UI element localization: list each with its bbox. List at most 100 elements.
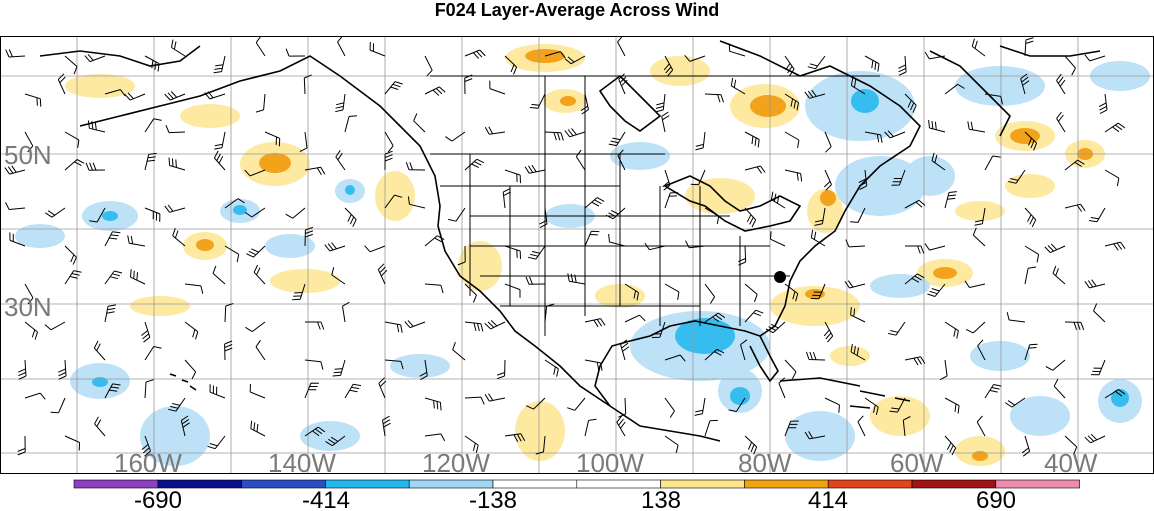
wind-barb — [765, 321, 786, 334]
wind-barb — [304, 426, 326, 437]
wind-barb — [87, 120, 106, 133]
wind-barb — [304, 359, 324, 370]
wind-barb — [224, 245, 240, 263]
wind-barb — [1089, 207, 1106, 223]
wind-barb — [1024, 131, 1038, 151]
wind-barb — [245, 321, 266, 333]
lon-label: 80W — [738, 448, 792, 474]
wind-barb — [704, 93, 724, 103]
wind-barb — [424, 86, 446, 96]
wind-barb — [484, 126, 506, 135]
wind-barb — [744, 309, 764, 323]
wind-barb — [804, 431, 826, 440]
wind-barb — [419, 359, 428, 381]
wind-barb — [575, 149, 586, 171]
map-title: F024 Layer-Average Across Wind — [434, 0, 720, 20]
wind-barb — [651, 321, 666, 338]
wind-barb — [141, 435, 151, 457]
wind-barb — [502, 188, 511, 209]
wind-barb — [85, 162, 106, 171]
wind-barb — [784, 131, 800, 148]
wind-barb — [695, 131, 706, 151]
wind-barb — [620, 339, 630, 361]
wind-barb — [965, 321, 986, 334]
wind-barb — [618, 73, 628, 95]
wind-barb — [244, 207, 266, 218]
wind-barb — [904, 199, 926, 209]
colorbar-tick-label: 414 — [808, 487, 848, 511]
wind-barb — [823, 169, 832, 191]
wind-barb — [810, 283, 826, 300]
wind-barb — [931, 152, 946, 171]
coastlines — [39, 40, 1101, 442]
wind-barb — [1064, 159, 1085, 171]
wind-barb — [976, 415, 986, 437]
wind-barb — [304, 382, 319, 399]
wind-barb — [424, 235, 445, 247]
wind-barb — [104, 231, 121, 247]
wind-barb — [618, 397, 627, 418]
wind-barb — [784, 283, 799, 302]
wind-barb — [661, 111, 670, 133]
wind-barb — [207, 435, 226, 450]
wind-barb — [823, 321, 834, 343]
wind-barb — [584, 230, 600, 247]
colorbar-tick-label: 138 — [641, 487, 681, 511]
wind-barb — [144, 118, 162, 133]
wind-barb — [824, 131, 832, 153]
wind-barb — [144, 207, 161, 222]
wind-barb — [744, 435, 758, 455]
wind-barb — [464, 158, 485, 171]
wind-barb — [4, 165, 26, 175]
wind-barb — [164, 204, 186, 213]
map-plot: 50N 30N 160W 140W 120W 100W 80W 60W 40W — [0, 36, 1154, 474]
wind-barb — [1024, 245, 1040, 263]
wind-barb — [784, 359, 797, 380]
wind-barb — [364, 245, 386, 253]
wind-barb — [770, 191, 786, 209]
wind-barb — [249, 383, 266, 399]
wind-barb — [5, 202, 26, 210]
wind-barb — [250, 420, 266, 437]
wind-barb — [165, 125, 186, 134]
longitude-labels: 160W 140W 120W 100W 80W 60W 40W — [114, 448, 1098, 474]
wind-barb — [130, 269, 146, 285]
wind-barb — [64, 435, 81, 451]
wind-barb — [448, 207, 466, 222]
wind-barb — [704, 419, 718, 437]
wind-barb — [984, 155, 1001, 171]
wind-barb — [964, 280, 986, 288]
wind-barb — [504, 245, 521, 260]
wind-barb — [704, 348, 725, 361]
wind-barb — [144, 379, 154, 399]
wind-barb — [1090, 359, 1106, 376]
wind-barb — [184, 321, 199, 340]
wind-barb — [664, 283, 680, 300]
wind-barb — [525, 276, 546, 285]
wind-barb — [1021, 435, 1031, 457]
wind-barb — [325, 435, 346, 447]
wind-barb — [94, 416, 106, 437]
wind-barb — [1064, 321, 1085, 331]
wind-barb — [378, 377, 387, 399]
wind-barb — [704, 283, 716, 304]
wind-barb — [728, 397, 746, 412]
wind-barb — [905, 245, 925, 254]
wind-barb — [535, 435, 546, 455]
wind-barb — [664, 397, 675, 418]
wind-barb — [1006, 312, 1026, 323]
wind-barb — [704, 312, 726, 323]
wind-barb — [213, 55, 226, 74]
wind-barb — [1020, 73, 1030, 95]
wind-barb — [344, 115, 358, 133]
wind-barb — [64, 55, 78, 75]
wind-barb — [377, 263, 388, 285]
wind-barb — [209, 384, 226, 399]
wind-barb — [904, 273, 925, 285]
wind-barb — [452, 342, 466, 361]
wind-barb — [884, 130, 906, 139]
wind-barb — [904, 356, 926, 366]
wind-barb — [304, 166, 326, 176]
wind-barb — [144, 346, 162, 361]
graticule — [0, 36, 1154, 474]
